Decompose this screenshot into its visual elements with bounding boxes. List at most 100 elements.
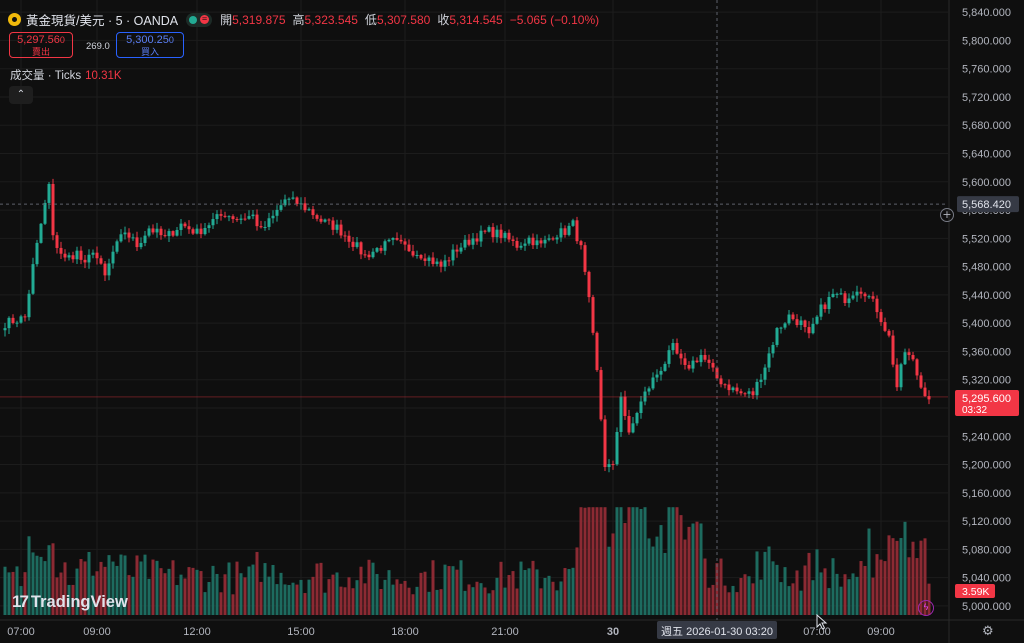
candle-body [295,197,299,205]
candle-body [895,364,899,388]
volume-bar [327,579,331,615]
candle-body [535,240,539,246]
candle-body [167,231,171,237]
candle-body [419,254,423,259]
price-tick-label: 5,440.000 [962,290,1011,302]
candle-body [719,378,723,385]
market-open-dot-icon [189,15,198,24]
open-label: 開 [220,13,233,27]
volume-legend[interactable]: 成交量 · Ticks 10.31K [10,67,122,83]
candle-body [803,320,807,328]
candle-body [147,228,151,236]
candle-body [179,223,183,230]
candle-body [55,235,59,248]
spread-value: 269.0 [86,41,110,52]
volume-bar [835,573,839,615]
candle-body [523,243,527,246]
buy-button[interactable]: 5,300.250 買入 [116,32,184,58]
candle-body [427,257,431,261]
candle-body [391,238,395,240]
volume-bar [263,563,267,615]
volume-bar [179,574,183,615]
candle-body [363,254,367,256]
volume-bar [711,584,715,615]
candle-body [195,228,199,234]
candle-body [759,379,763,382]
volume-bar [815,549,819,615]
volume-bar [487,593,491,615]
current-price-box [955,389,1019,416]
candle-body [903,352,907,365]
settings-gear-icon[interactable]: ⚙ [982,624,994,639]
collapse-legend-button[interactable]: ⌃ [9,86,33,104]
volume-bar [79,559,83,615]
volume-bar [7,572,11,615]
candle-body [115,241,119,252]
market-status-pill[interactable]: = [186,12,213,27]
volume-bar [351,588,355,615]
crosshair-add-icon[interactable]: + [940,208,954,222]
candle-body [271,215,275,219]
price-tick-label: 5,400.000 [962,318,1011,330]
candle-body [567,225,571,235]
candle-body [423,258,427,261]
candle-body [291,197,295,199]
volume-bar [631,507,635,615]
volume-bar [447,566,451,615]
time-tick-label: 12:00 [183,626,211,638]
volume-bar [455,569,459,615]
volume-bar [587,507,591,615]
low-label: 低 [364,13,377,27]
volume-bar [559,581,563,615]
symbol-name[interactable]: 黃金現貨/美元 · 5 · OANDA [26,14,179,28]
close-value: 5,314.545 [449,12,503,27]
candle-body [603,419,607,468]
sell-label: 賣出 [31,47,50,57]
candle-body [855,291,859,296]
candle-body [251,214,255,217]
volume-bar [451,566,455,615]
volume-bar [659,525,663,615]
candle-body [515,240,519,248]
volume-bar [907,557,911,615]
volume-bar [627,507,631,615]
candle-body [31,264,35,294]
volume-bar [359,566,363,615]
sell-price-main: 5,297.56 [17,34,60,46]
candle-body [755,381,759,396]
tradingview-logo[interactable]: 17 TradingView [12,592,128,612]
candle-body [563,228,567,235]
candle-body [923,387,927,397]
candle-body [639,401,643,414]
candle-body [411,251,415,256]
candle-body [171,231,175,236]
volume-bar [535,569,539,615]
candle-body [223,215,227,217]
volume-bar [655,536,659,615]
volume-bar [803,565,807,615]
lightning-icon[interactable]: ϟ [918,600,934,616]
volume-bar [751,583,755,615]
buy-price-main: 5,300.25 [126,34,169,46]
close-label: 收 [437,13,450,27]
volume-bar [315,563,319,615]
volume-bar [531,560,535,615]
candle-body [387,239,391,242]
candle-body [859,291,863,294]
candle-body [319,218,323,222]
volume-bar [59,572,63,615]
volume-bar [571,567,575,615]
symbol-legend[interactable]: 黃金現貨/美元 · 5 · OANDA = 開 5,319.875 高 5,32… [8,10,606,29]
candle-body [35,242,39,265]
volume-bar [435,589,439,615]
volume-bar [615,507,619,615]
candle-body [143,235,147,243]
candle-body [371,251,375,258]
volume-bar [131,576,135,615]
volume-bar [687,526,691,615]
volume-bar [459,560,463,615]
volume-bar [431,560,435,615]
candle-body [227,216,231,218]
sell-button[interactable]: 5,297.560 賣出 [9,32,73,58]
